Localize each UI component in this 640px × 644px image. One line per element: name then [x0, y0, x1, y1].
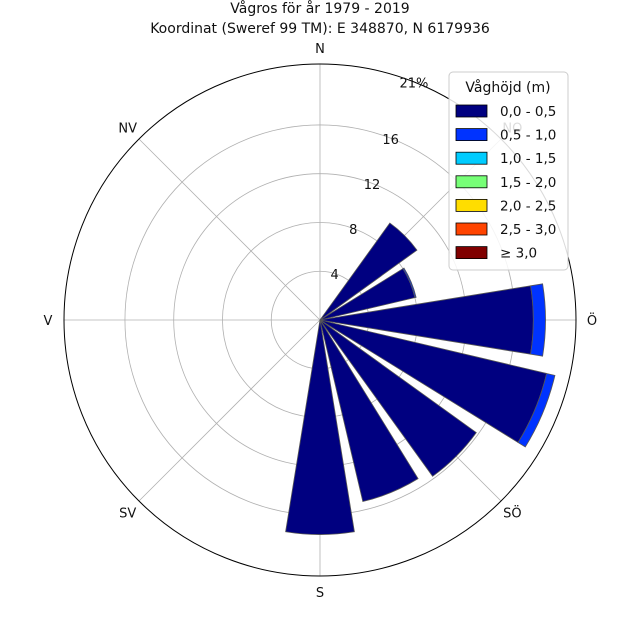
legend-label: ≥ 3,0 — [500, 246, 537, 262]
legend-label: 1,0 - 1,5 — [500, 151, 556, 167]
direction-label-nv: NV — [118, 122, 137, 137]
spoke-sv — [138, 319, 321, 502]
bar-135-seg-0 — [319, 319, 477, 477]
legend-label: 2,5 - 3,0 — [500, 222, 556, 238]
legend-label: 0,0 - 0,5 — [500, 104, 556, 120]
chart-title: Vågros för år 1979 - 2019 — [230, 0, 409, 17]
ring-label: 12 — [364, 178, 381, 193]
legend-label: 0,5 - 1,0 — [500, 128, 556, 144]
bar-67.5-seg-1 — [402, 267, 417, 299]
direction-label-sö: SÖ — [503, 504, 521, 521]
chart-subtitle: Koordinat (Sweref 99 TM): E 348870, N 61… — [150, 21, 490, 37]
legend-swatch — [455, 222, 488, 236]
legend-swatch — [455, 151, 488, 165]
sector-bars — [285, 222, 556, 535]
direction-label-ö: Ö — [587, 312, 597, 329]
ring-labels: 4 8 12 16 21% — [331, 76, 429, 282]
legend: Våghöjd (m) 0,0 - 0,5 0,5 - 1,0 1,0 - 1,5 1… — [448, 71, 569, 271]
legend-swatch — [455, 128, 488, 142]
legend-swatch — [455, 104, 488, 118]
ring-label: 16 — [382, 133, 399, 148]
legend-label: 2,0 - 2,5 — [500, 198, 556, 214]
outer-ring — [63, 63, 577, 577]
direction-label-s: S — [316, 586, 324, 601]
ring-label: 21% — [400, 76, 429, 91]
ring-label: 4 — [331, 268, 339, 283]
legend-items: 0,0 - 0,5 0,5 - 1,0 1,0 - 1,5 1,5 - 2,0 2,0 … — [455, 104, 556, 262]
legend-swatch — [455, 175, 488, 189]
legend-swatch — [455, 246, 488, 260]
bar-157.5-seg-0 — [319, 319, 419, 503]
bar-180-seg-0 — [285, 319, 355, 535]
legend-title: Våghöjd (m) — [465, 79, 550, 96]
bar-112.5-seg-1 — [517, 372, 556, 448]
spoke-nv — [138, 138, 321, 321]
direction-label-v: V — [44, 314, 53, 329]
legend-label: 1,5 - 2,0 — [500, 175, 556, 191]
bar-45-seg-0 — [319, 222, 418, 321]
legend-swatch — [455, 198, 488, 212]
direction-label-sv: SV — [119, 506, 136, 521]
ring-label: 8 — [349, 223, 357, 238]
direction-label-n: N — [315, 42, 325, 57]
bar-90-seg-1 — [530, 283, 546, 357]
legend-frame — [448, 71, 569, 271]
